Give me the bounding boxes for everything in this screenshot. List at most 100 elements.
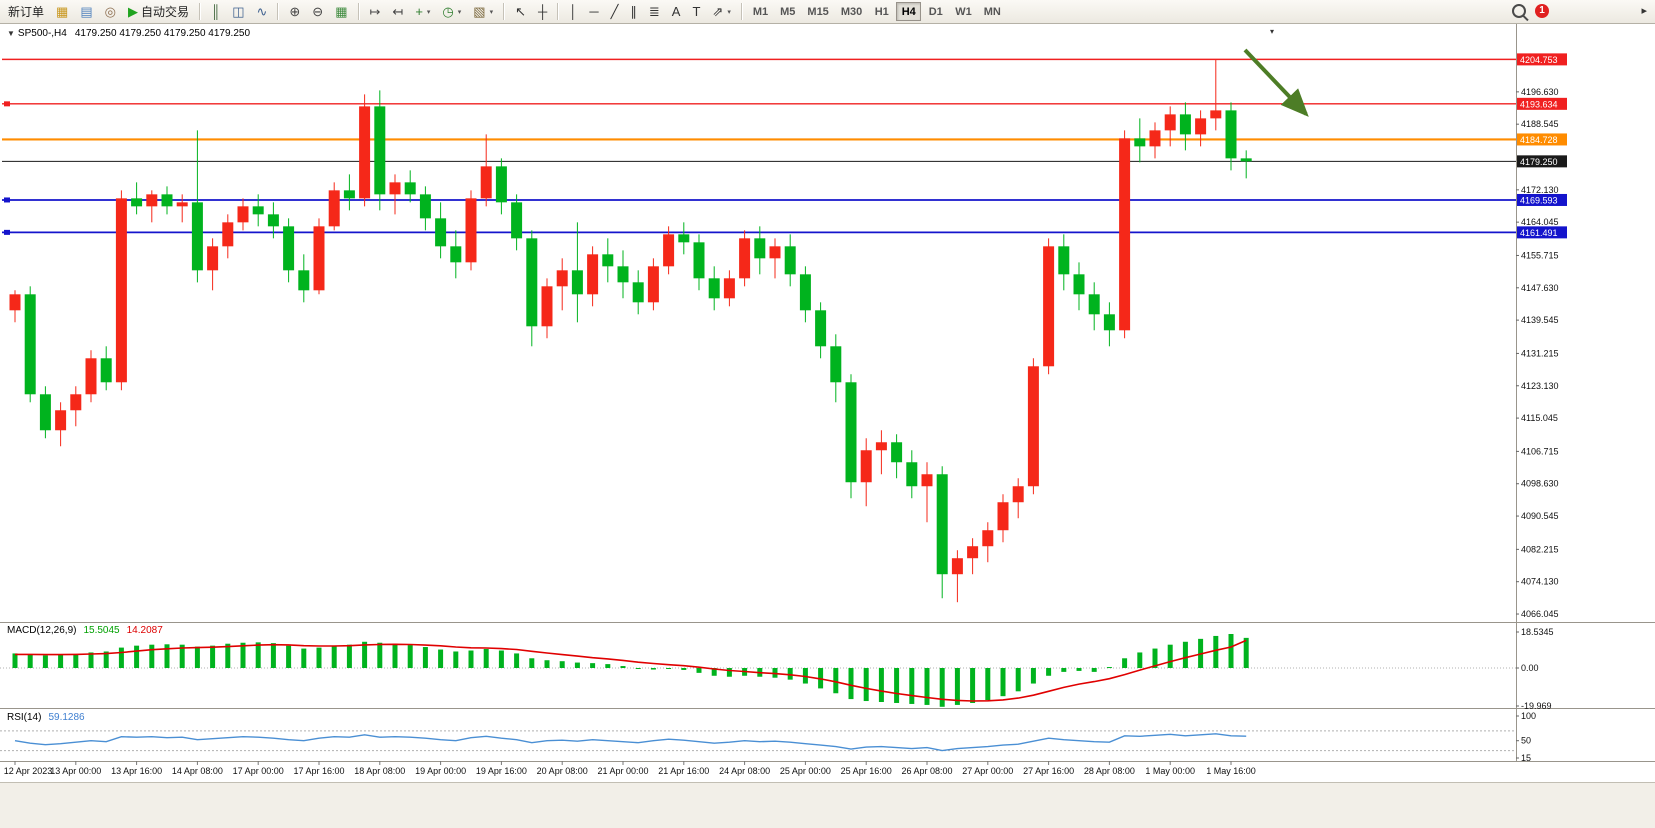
candle-body xyxy=(465,198,477,263)
candle-body xyxy=(435,218,447,247)
candle-body xyxy=(739,238,751,279)
toolbar-right: 1 xyxy=(1512,4,1549,18)
candle-body xyxy=(1027,366,1039,487)
trend-arrow-annotation[interactable] xyxy=(1243,48,1309,117)
cursor-icon[interactable]: ↖ xyxy=(510,2,531,22)
line-handle[interactable] xyxy=(4,101,10,107)
time-label: 18 Apr 08:00 xyxy=(354,766,405,776)
fibonacci-icon[interactable]: ≣ xyxy=(644,2,665,22)
collapse-triangle-icon[interactable]: ▼ xyxy=(7,29,15,38)
candlestick-chart-icon-glyph: ◫ xyxy=(232,4,245,19)
timeframe-d1-button[interactable]: D1 xyxy=(923,2,948,21)
dropdown-caret-icon: ▾ xyxy=(426,8,431,16)
candle-body xyxy=(830,346,842,383)
vertical-line-icon[interactable]: │ xyxy=(564,2,582,22)
candle-body xyxy=(647,266,659,303)
time-label: 1 May 16:00 xyxy=(1206,766,1256,776)
macd-indicator-name: MACD(12,26,9) xyxy=(7,625,77,636)
candle-body xyxy=(602,254,614,267)
arrows-dropdown[interactable]: ⇗ ▾ xyxy=(707,2,735,22)
candle-body xyxy=(419,194,431,219)
indicators-icon[interactable]: ◎ xyxy=(100,2,121,22)
chart-canvas[interactable]: 4196.630 4188.545 4172.130 4164.045 4155.715… xyxy=(0,24,1655,828)
profiles-icon[interactable]: ▤ xyxy=(75,2,97,22)
dropdown-caret-icon: ▾ xyxy=(727,8,731,16)
new-order-button[interactable]: 新订单 xyxy=(3,2,49,22)
zoom-in-icon[interactable]: ⊕ xyxy=(284,2,305,22)
trendline-icon[interactable]: ╱ xyxy=(606,2,624,22)
trendline-icon-glyph: ╱ xyxy=(610,4,619,19)
timeframe-h1-button[interactable]: H1 xyxy=(869,2,894,21)
candle-body xyxy=(24,294,36,395)
candle-body xyxy=(131,198,143,207)
search-icon[interactable] xyxy=(1512,4,1526,18)
timeframe-h4-button[interactable]: H4 xyxy=(896,2,922,21)
bar-chart-icon[interactable]: ║ xyxy=(206,2,225,22)
axis-label: 4188.545 xyxy=(1521,119,1559,129)
axis-label: 4131.215 xyxy=(1521,348,1559,358)
timeframe-m15-button[interactable]: M15 xyxy=(802,2,833,21)
arrows-glyph: ⇗ xyxy=(712,4,724,19)
line-chart-icon[interactable]: ∿ xyxy=(251,2,272,22)
toolbar-overflow-icon[interactable]: ▸ xyxy=(1641,5,1647,17)
rsi-value: 59.1286 xyxy=(48,712,85,723)
timeframe-w1-button[interactable]: W1 xyxy=(950,2,977,21)
axis-label: 4139.545 xyxy=(1521,315,1559,325)
price-label-text: 4169.593 xyxy=(1520,195,1558,205)
timeframe-m30-button[interactable]: M30 xyxy=(836,2,867,21)
candle-body xyxy=(906,462,918,487)
time-label: 24 Apr 08:00 xyxy=(719,766,770,776)
line-handle[interactable] xyxy=(4,197,10,203)
crosshair-icon[interactable]: ┼ xyxy=(533,2,552,22)
main-toolbar: 新订单 ▦ ▤ ◎ ▶ 自动交易 ║ ◫ ∿ ⊕ ⊖ ▦ ↦ ↤ + ▾ ◷ ▾ ▧ ▾ ↖ ┼ │ ─ ╱ ∥ ≣ A T ⇗ ▾ M1 M… xyxy=(0,0,1655,24)
period-dropdown[interactable]: ◷ ▾ xyxy=(437,2,466,22)
tile-windows-icon[interactable]: ▦ xyxy=(330,2,352,22)
candle-body xyxy=(951,558,963,575)
template-dropdown[interactable]: ▧ ▾ xyxy=(468,2,498,22)
macd-label: MACD(12,26,9) 15.5045 14.2087 xyxy=(7,625,163,636)
toolbar-separator xyxy=(740,3,743,20)
candle-body xyxy=(936,474,948,575)
rsi-axis-label: 15 xyxy=(1521,753,1531,763)
zoom-out-icon[interactable]: ⊖ xyxy=(307,2,328,22)
chart-shift-icon[interactable]: ↤ xyxy=(387,2,408,22)
candle-body xyxy=(1210,110,1222,119)
time-label: 25 Apr 00:00 xyxy=(780,766,831,776)
equidistant-channel-icon[interactable]: ∥ xyxy=(625,2,642,22)
notification-badge[interactable]: 1 xyxy=(1535,4,1549,18)
new-chart-dropdown[interactable]: + ▾ xyxy=(410,2,435,22)
time-label: 21 Apr 16:00 xyxy=(658,766,709,776)
candle-body xyxy=(207,246,219,271)
text-icon[interactable]: A xyxy=(667,2,686,22)
time-label: 17 Apr 00:00 xyxy=(233,766,284,776)
new-chart-icon[interactable]: ▦ xyxy=(51,2,73,22)
price-axis-labels: 4196.630 4188.545 4172.130 4164.045 4155.715… xyxy=(1516,87,1559,619)
line-handle[interactable] xyxy=(4,229,10,235)
timeframe-mn-button[interactable]: MN xyxy=(979,2,1006,21)
horizontal-line-icon[interactable]: ─ xyxy=(584,2,603,22)
axis-label: 4196.630 xyxy=(1521,87,1559,97)
candle-body xyxy=(1043,246,1055,367)
macd-signal-value: 14.2087 xyxy=(126,625,163,636)
window-bottom-strip xyxy=(0,782,1655,828)
text-label-icon[interactable]: T xyxy=(687,2,705,22)
candlestick-chart-icon[interactable]: ◫ xyxy=(227,2,249,22)
timeframe-m5-button[interactable]: M5 xyxy=(775,2,800,21)
chart-quotes: 4179.250 4179.250 4179.250 4179.250 xyxy=(74,28,251,39)
candle-body xyxy=(343,190,355,199)
axis-label: 4115.045 xyxy=(1521,413,1558,423)
candle-body xyxy=(693,242,705,279)
candle-body xyxy=(283,226,295,271)
autotrade-button[interactable]: ▶ 自动交易 xyxy=(123,2,194,22)
dropdown-caret-icon: ▾ xyxy=(489,8,494,16)
candle-body xyxy=(85,358,97,395)
price-label-text: 4179.250 xyxy=(1520,157,1558,167)
timeframe-m1-button[interactable]: M1 xyxy=(748,2,773,21)
axis-label: 4082.215 xyxy=(1521,544,1559,554)
new-chart-glyph: + xyxy=(415,4,423,19)
toolbar-separator xyxy=(503,3,506,20)
price-label-box xyxy=(1517,133,1567,146)
candles[interactable] xyxy=(9,59,1252,603)
time-label: 17 Apr 16:00 xyxy=(293,766,344,776)
auto-scroll-icon[interactable]: ↦ xyxy=(365,2,386,22)
